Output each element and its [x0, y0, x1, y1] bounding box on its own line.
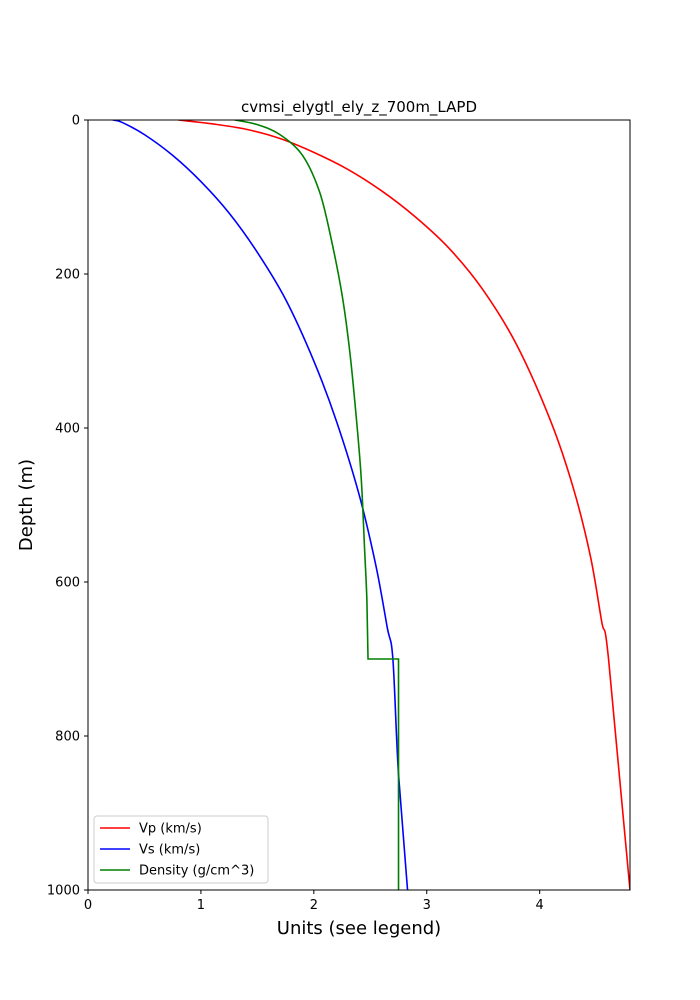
- legend-box: [93, 815, 269, 884]
- y-tick-label: 0: [72, 114, 80, 129]
- vs-line: [112, 120, 409, 890]
- x-axis-label: Units (see legend): [277, 918, 441, 939]
- chart-title: cvmsi_elygtl_ely_z_700m_LAPD: [241, 98, 477, 117]
- legend-entry-vp: Vp (km/s): [139, 822, 202, 837]
- y-tick-label: 200: [55, 268, 80, 283]
- x-axis: 0 1 2 3 4: [84, 890, 544, 913]
- y-axis-label: Depth (m): [16, 459, 37, 551]
- series-layer: [112, 120, 630, 890]
- y-tick-label: 800: [55, 730, 80, 745]
- x-tick-label: 0: [84, 898, 92, 913]
- legend: Vp (km/s) Vs (km/s) Density (g/cm^3): [93, 815, 269, 884]
- legend-entry-density: Density (g/cm^3): [139, 864, 254, 879]
- x-tick-label: 1: [197, 898, 205, 913]
- x-tick-label: 3: [423, 898, 431, 913]
- y-axis: 0 200 400 600 800 1000: [47, 114, 88, 899]
- y-tick-label: 600: [55, 576, 80, 591]
- y-tick-label: 1000: [47, 884, 80, 899]
- density-line: [234, 120, 400, 890]
- plot-frame: [87, 119, 631, 891]
- x-tick-label: 2: [310, 898, 318, 913]
- legend-entry-vs: Vs (km/s): [139, 843, 200, 858]
- y-tick-label: 400: [55, 422, 80, 437]
- vp-line: [178, 120, 630, 890]
- x-tick-label: 4: [536, 898, 544, 913]
